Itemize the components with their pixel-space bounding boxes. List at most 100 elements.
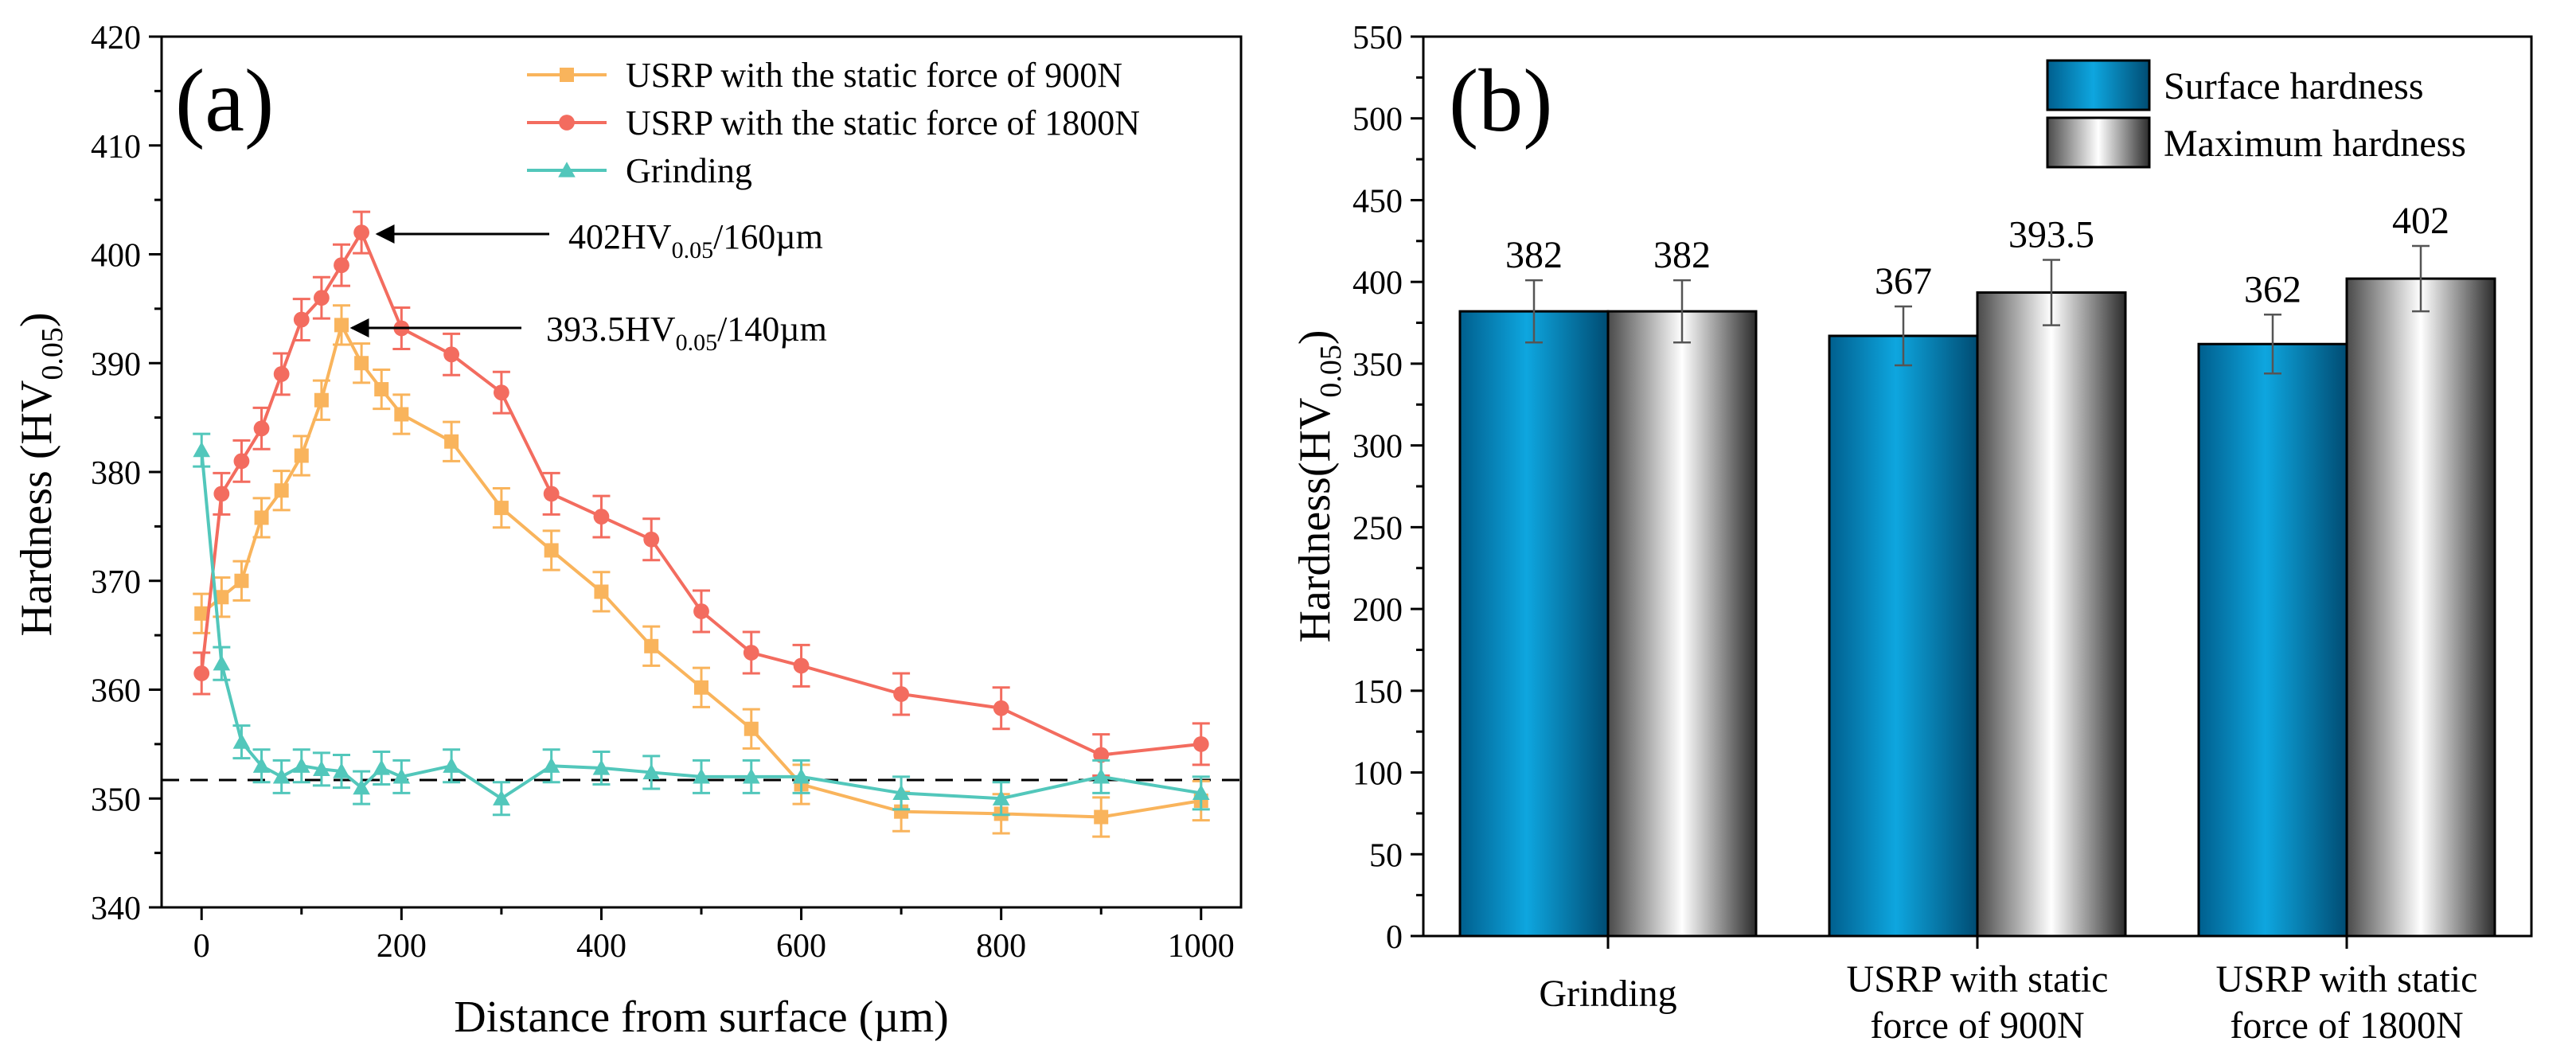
data-point xyxy=(542,757,560,773)
data-point xyxy=(373,759,391,775)
data-point xyxy=(444,434,459,449)
data-point xyxy=(314,392,329,408)
panel-a-x-tick-label: 800 xyxy=(976,928,1026,965)
data-point xyxy=(793,657,810,674)
data-point xyxy=(353,224,370,241)
bar-value-label: 382 xyxy=(1653,234,1711,276)
data-point xyxy=(544,543,559,558)
bar-value-label: 367 xyxy=(1875,260,1932,302)
data-point xyxy=(232,733,251,749)
panel-a-y-tick-label: 390 xyxy=(91,346,141,383)
data-point xyxy=(374,382,389,397)
data-point xyxy=(1094,809,1109,825)
legend-label: USRP with the static force of 1800N xyxy=(626,103,1140,142)
panel-a-x-tick-label: 600 xyxy=(776,928,826,965)
series-2 xyxy=(193,210,1210,778)
data-point xyxy=(394,407,409,422)
panel-a-y-tick-label: 420 xyxy=(91,20,141,57)
data-point xyxy=(543,486,560,502)
data-point xyxy=(694,680,708,695)
data-point xyxy=(193,665,210,681)
data-point xyxy=(254,510,269,525)
data-point xyxy=(592,759,611,775)
panel-a-y-tick-label: 350 xyxy=(91,782,141,818)
data-point xyxy=(792,768,810,784)
bar-value-label: 362 xyxy=(2244,268,2301,310)
category-label: USRP with static force of 900N xyxy=(1847,958,2109,1047)
bar-value-label: 393.5 xyxy=(2008,213,2094,255)
legend-label: Surface hardness xyxy=(2164,65,2424,107)
data-point xyxy=(392,768,411,784)
data-point xyxy=(443,757,460,773)
category-label: USRP with static force of 1800N xyxy=(2216,958,2478,1047)
panel-a-y-tick-label: 340 xyxy=(91,891,141,927)
data-point xyxy=(644,638,659,653)
data-point xyxy=(494,501,509,516)
panel-a-y-axis-title: Hardness (HV0.05) xyxy=(12,312,69,636)
data-point xyxy=(293,311,310,328)
bar xyxy=(1976,291,2127,938)
series-line xyxy=(200,228,1201,757)
panel-a-line-chart: 340 350 360 370 380 390 400 410 420 0 200 400 600 80… xyxy=(12,20,1243,1042)
data-point xyxy=(1192,735,1209,752)
panel-b-bar-chart: 0 50 100 150 200 250 300 350 400 450 500 550 382 382… xyxy=(1290,20,2533,1047)
panel-a-y-tick-label: 360 xyxy=(91,673,141,710)
bar xyxy=(2345,277,2496,938)
data-point xyxy=(493,790,510,805)
panel-b-y-tick-label: 50 xyxy=(1369,837,1403,874)
panel-b-label: (b) xyxy=(1449,52,1553,150)
data-point xyxy=(272,768,291,784)
data-point xyxy=(894,804,909,819)
data-point xyxy=(294,448,309,463)
panel-a-x-axis-title: Distance from surface (µm) xyxy=(454,993,949,1042)
data-point xyxy=(594,584,609,599)
legend-marker xyxy=(559,115,575,131)
bar xyxy=(1828,334,1979,938)
data-point xyxy=(493,384,509,401)
annotation-label-393: 393.5HV0.05/140µm xyxy=(546,310,827,356)
data-point xyxy=(273,366,290,382)
series-line xyxy=(200,320,1202,819)
data-point xyxy=(194,606,209,621)
data-point xyxy=(193,441,211,458)
panel-a-y-tick-label: 370 xyxy=(91,564,141,601)
data-point xyxy=(234,573,249,588)
panel-b-y-tick-label: 100 xyxy=(1352,756,1403,793)
category-label: Grinding xyxy=(1539,973,1676,1015)
data-point xyxy=(233,453,250,470)
legend-label: Grinding xyxy=(626,151,752,190)
data-point xyxy=(1092,768,1110,784)
data-point xyxy=(992,790,1010,805)
data-point xyxy=(1192,784,1210,801)
bar xyxy=(2197,342,2348,938)
panel-b-y-tick-label: 0 xyxy=(1386,919,1403,956)
panel-b-y-tick-label: 550 xyxy=(1352,20,1403,57)
data-point xyxy=(274,483,289,498)
bar-value-label: 402 xyxy=(2392,200,2449,242)
data-point xyxy=(742,768,760,784)
data-point xyxy=(642,763,661,780)
bar-value-label: 382 xyxy=(1505,234,1563,276)
data-point xyxy=(443,346,460,363)
panel-a-y-tick-label: 400 xyxy=(91,238,141,275)
panel-a-x-tick-label: 0 xyxy=(193,928,210,965)
data-point xyxy=(213,654,231,671)
data-point xyxy=(993,700,1009,716)
panel-a-x-tick-label: 400 xyxy=(576,928,626,965)
panel-b-y-axis-title: Hardness(HV0.05) xyxy=(1290,330,1348,642)
panel-b-y-tick-label: 350 xyxy=(1352,347,1403,384)
legend-label: USRP with the static force of 900N xyxy=(626,56,1122,95)
panel-a-y-tick-label: 410 xyxy=(91,129,141,166)
panel-b-y-tick-label: 300 xyxy=(1352,429,1403,466)
panel-b-y-tick-label: 450 xyxy=(1352,183,1403,220)
panel-b-y-tick-label: 200 xyxy=(1352,592,1403,629)
panel-a-x-tick-label: 200 xyxy=(377,928,427,965)
panel-b-y-tick-label: 400 xyxy=(1352,265,1403,302)
legend-swatch xyxy=(2046,116,2151,169)
data-point xyxy=(292,757,310,773)
data-point xyxy=(333,763,350,778)
panel-a-x-tick-label: 1000 xyxy=(1168,928,1235,965)
panel-a-label: (a) xyxy=(175,52,274,150)
data-point xyxy=(313,760,330,776)
